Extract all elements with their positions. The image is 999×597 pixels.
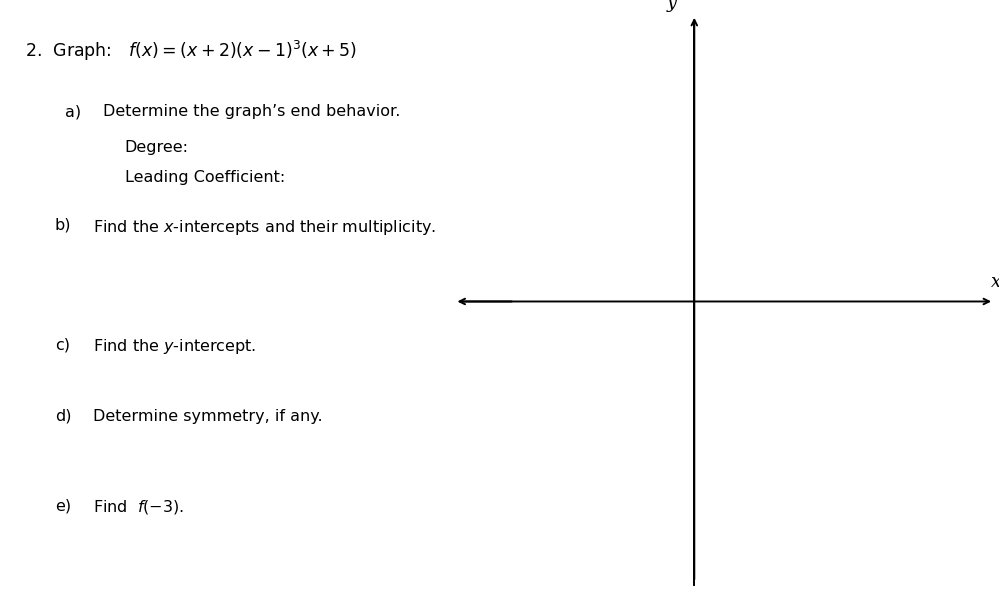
Text: c): c) (55, 337, 70, 352)
Text: y: y (666, 0, 676, 12)
Text: Determine the graph’s end behavior.: Determine the graph’s end behavior. (103, 104, 401, 119)
Text: a): a) (65, 104, 81, 119)
Text: b): b) (55, 218, 72, 233)
Text: Find  $f(-3)$.: Find $f(-3)$. (93, 498, 184, 516)
Text: e): e) (55, 498, 71, 513)
Text: Degree:: Degree: (125, 140, 189, 155)
Text: Find the $y$-intercept.: Find the $y$-intercept. (93, 337, 257, 356)
Text: Find the $x$-intercepts and their multiplicity.: Find the $x$-intercepts and their multip… (93, 218, 437, 237)
Text: d): d) (55, 409, 72, 424)
Text: Determine symmetry, if any.: Determine symmetry, if any. (93, 409, 323, 424)
Text: 2.  Graph:   $f(x) = (x+2)(x-1)^3(x+5)$: 2. Graph: $f(x) = (x+2)(x-1)^3(x+5)$ (25, 39, 358, 63)
Text: x: x (991, 273, 999, 291)
Text: Leading Coefficient:: Leading Coefficient: (125, 170, 285, 185)
